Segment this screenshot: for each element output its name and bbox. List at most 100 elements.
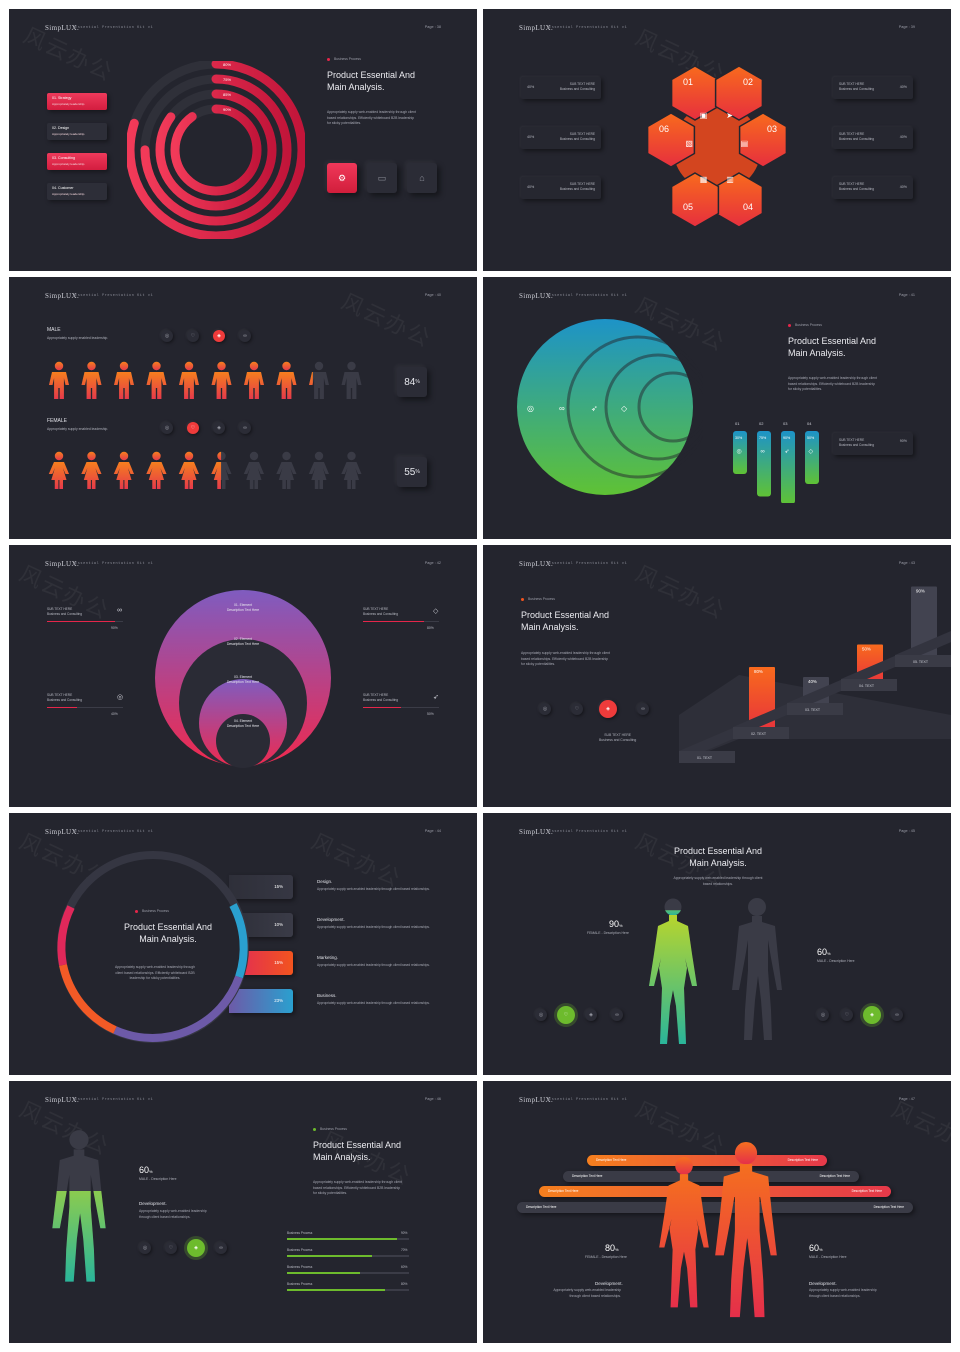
person-icon — [276, 451, 297, 489]
left-control-4[interactable]: ∞ — [611, 1009, 623, 1021]
person-icon-filled — [211, 361, 232, 399]
card-title: SUB TEXT HERE — [839, 182, 865, 186]
card-title: SUB TEXT HERE — [839, 82, 865, 86]
female-control-1[interactable]: ◎ — [161, 422, 173, 434]
control-bag[interactable]: ◈ — [187, 1239, 205, 1257]
brand-logo: SimpLUX. — [519, 828, 554, 836]
progress-track — [287, 1255, 409, 1257]
control-heart[interactable]: ♡ — [571, 703, 583, 715]
tab-percent: 10% — [274, 922, 283, 927]
slide-title: Product Essential And Main Analysis. — [123, 922, 213, 944]
hex-number: 02 — [743, 77, 753, 87]
strategy-item[interactable]: 02. Design Appropriately leadership. — [47, 123, 107, 140]
slide-description: Appropriately supply web-enabled leaders… — [673, 876, 763, 886]
heart-icon: ♡ — [563, 1012, 569, 1018]
rocket-icon: ➶ — [591, 404, 598, 413]
binoculars-icon: ∞ — [761, 449, 765, 455]
male-control-4[interactable]: ∞ — [239, 330, 251, 342]
bar-percent: 50% — [807, 436, 815, 440]
person-icon — [341, 451, 362, 489]
percent-tab[interactable]: 23% — [229, 989, 293, 1013]
female-control-3[interactable]: ◈ — [213, 422, 225, 434]
bar — [733, 431, 747, 474]
bar-percent: 30% — [735, 436, 743, 440]
control-binoculars[interactable]: ∞ — [215, 1242, 227, 1254]
watermark-2: 风云办公 — [887, 1096, 951, 1160]
card-percent: 40% — [899, 135, 907, 139]
progress-percent: 80% — [401, 1282, 408, 1286]
vertical-bar-chart: 01 30% ◎ 02 75% ∞ 03 90% ➶ 04 50% ◇ — [733, 421, 819, 503]
male-dev-desc: Appropriately supply web-enabled leaders… — [809, 1288, 877, 1298]
female-dev-title: Development. — [595, 1281, 623, 1286]
male-control-3[interactable]: ◈ — [213, 330, 225, 342]
control-camera[interactable]: ◎ — [539, 703, 551, 715]
strategy-item[interactable]: 04. Customer Appropriately leadership. — [47, 183, 107, 200]
control-binoculars[interactable]: ∞ — [637, 703, 649, 715]
stat-text: SUB TEXT HERE Business and Consulting — [363, 693, 398, 702]
bag-icon: ◈ — [589, 1012, 593, 1018]
left-control-2[interactable]: ♡ — [557, 1006, 575, 1024]
male-control-1[interactable]: ◎ — [161, 330, 173, 342]
control-bag[interactable]: ◈ — [599, 700, 617, 718]
progress-label: Business Process — [287, 1265, 313, 1269]
kit-label: Essential Presentation Kit v1 — [549, 294, 628, 298]
users-button[interactable]: ⌂ — [407, 163, 437, 193]
person-icon-filled — [276, 361, 297, 399]
male-desc: MALE - Description Here — [817, 959, 855, 963]
strategy-item[interactable]: 01. Strategy Appropriately leadership. — [47, 93, 107, 110]
rocket-icon: ➶ — [433, 694, 439, 701]
slide-description: Appropriately supply web-enabled leaders… — [313, 1180, 402, 1195]
page-number: Page : 44 — [424, 829, 441, 833]
female-control-4[interactable]: ∞ — [239, 422, 251, 434]
gear-icon: ⚙ — [337, 172, 347, 183]
slide-gender-pictograph: SimpLUX. Essential Presentation Kit v1 P… — [9, 277, 477, 539]
strategy-item-sub: Appropriately leadership. — [52, 102, 86, 106]
right-control-2[interactable]: ♡ — [841, 1009, 853, 1021]
person-icon-filled — [49, 361, 69, 399]
page-number: Page : 43 — [898, 561, 915, 565]
stat-sub: Business and Consulting — [363, 611, 399, 616]
ribbon-text-right: Description Text Here — [851, 1189, 882, 1193]
progress-fill — [47, 707, 78, 709]
stat-title: SUB TEXT HERE — [363, 693, 389, 697]
slide-human-silhouettes: SimpLUX. Essential Presentation Kit v1 P… — [483, 813, 951, 1075]
stat-sub: Business and Consulting — [363, 697, 399, 702]
strategy-item-label: 01. Strategy — [52, 96, 72, 100]
element-label: 02. Element Description Text Here — [223, 637, 263, 647]
3d-staircase-chart: 01. TEXT 80% 02. TEXT 40% 03. TEXT 50% 04. TEX… — [679, 586, 951, 763]
briefcase-button[interactable]: ▭ — [367, 163, 397, 193]
page-number: Page : 39 — [898, 25, 915, 29]
progress-track — [287, 1289, 409, 1291]
control-heart[interactable]: ♡ — [165, 1242, 177, 1254]
progress-fill — [287, 1238, 397, 1240]
left-control-3[interactable]: ◈ — [585, 1009, 597, 1021]
person-icon — [308, 451, 329, 489]
bar-percent: 90% — [916, 589, 925, 594]
segment-teal — [229, 903, 248, 979]
left-control-1[interactable]: ◎ — [535, 1009, 547, 1021]
right-control-3[interactable]: ◈ — [863, 1006, 881, 1024]
control-camera[interactable]: ◎ — [139, 1242, 151, 1254]
heart-icon: ♡ — [168, 1245, 174, 1251]
person-icon — [243, 451, 264, 489]
hex-number: 06 — [659, 124, 669, 134]
element-title: 03. Element — [233, 675, 253, 679]
male-control-2[interactable]: ♡ — [187, 330, 199, 342]
stat-card: SUB TEXT HERE Business and Consulting 40% — [833, 177, 913, 199]
gear-button[interactable]: ⚙ — [327, 163, 357, 193]
right-control-4[interactable]: ∞ — [891, 1009, 903, 1021]
right-control-1[interactable]: ◎ — [817, 1009, 829, 1021]
ribbon-text-right: Description Text Here — [787, 1158, 818, 1162]
percent-tab[interactable]: 15% — [229, 875, 293, 899]
card-percent: 40% — [527, 135, 535, 139]
tab-percent: 15% — [274, 960, 283, 965]
slide-concentric-gradient: SimpLUX. Essential Presentation Kit v1 P… — [483, 277, 951, 539]
male-desc: MALE - Description Here — [139, 1177, 177, 1181]
users-icon: ⌂ — [419, 173, 425, 183]
camera-icon: ◎ — [164, 333, 170, 339]
progress-track — [47, 621, 123, 623]
strategy-item[interactable]: 03. Consulting Appropriately leadership. — [47, 153, 107, 170]
female-control-2[interactable]: ♡ — [187, 422, 199, 434]
stat-percent: 40% — [111, 712, 118, 716]
hexagon — [738, 112, 788, 168]
